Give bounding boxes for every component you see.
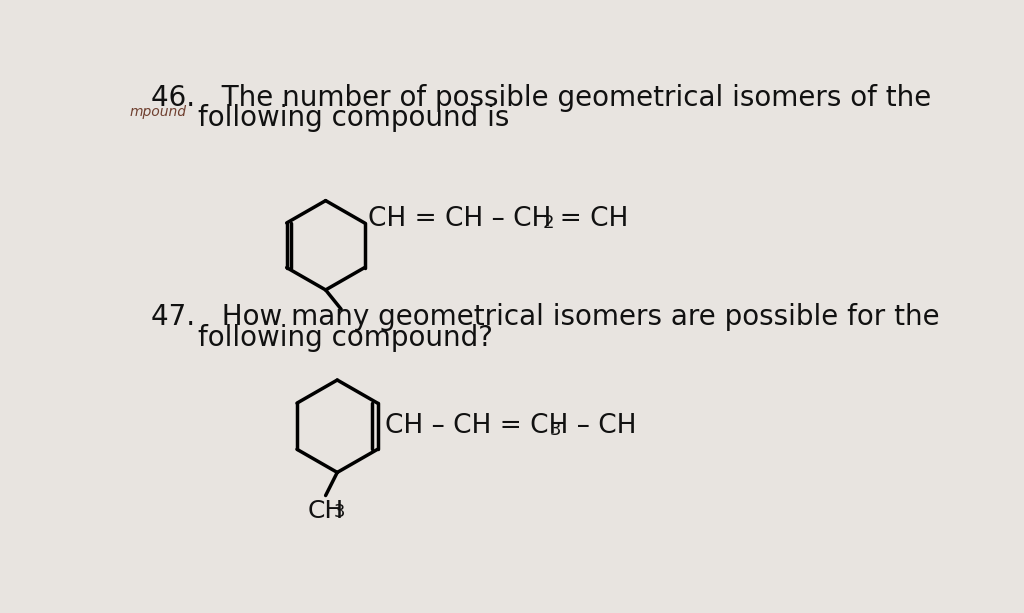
Text: mpound: mpound (130, 105, 186, 119)
Text: 46.   The number of possible geometrical isomers of the: 46. The number of possible geometrical i… (152, 83, 932, 112)
Text: following compound?: following compound? (198, 324, 493, 352)
Text: CH = CH – CH = CH: CH = CH – CH = CH (369, 206, 629, 232)
Text: following compound is: following compound is (198, 104, 509, 132)
Text: CH – CH = CH – CH: CH – CH = CH – CH (385, 413, 637, 440)
Text: CH: CH (308, 500, 344, 524)
Text: 2: 2 (543, 214, 554, 232)
Text: 3: 3 (334, 503, 345, 521)
Text: 47.   How many geometrical isomers are possible for the: 47. How many geometrical isomers are pos… (152, 303, 940, 331)
Text: 3: 3 (550, 421, 561, 439)
